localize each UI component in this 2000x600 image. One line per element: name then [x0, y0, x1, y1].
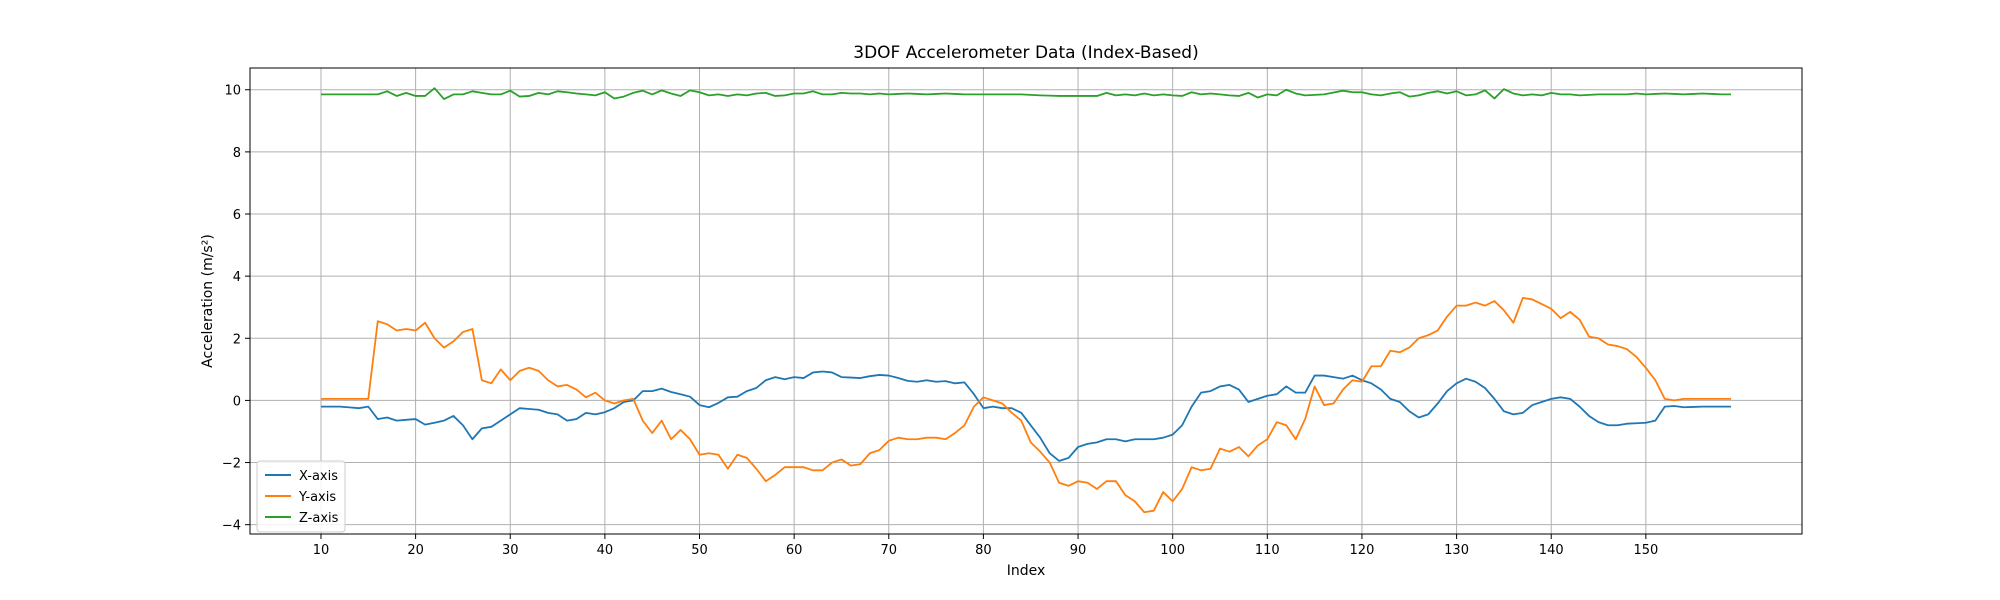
x-tick-label: 70	[881, 543, 898, 558]
x-tick-label: 140	[1539, 543, 1564, 558]
x-tick-label: 60	[786, 543, 803, 558]
series-line-z-axis	[320, 87, 1732, 100]
y-tick-label: 8	[233, 146, 241, 161]
x-tick-label: 30	[502, 543, 519, 558]
x-tick-label: 150	[1633, 543, 1658, 558]
x-tick-label: 100	[1160, 543, 1185, 558]
legend: X-axis Y-axis Z-axis	[256, 460, 346, 533]
y-tick-label: −2	[222, 457, 241, 472]
y-tick-label: 10	[224, 84, 241, 99]
x-tick-label: 120	[1350, 543, 1375, 558]
x-tick-label: 50	[691, 543, 708, 558]
series-lines	[320, 87, 1732, 514]
series-line-y-axis	[320, 296, 1732, 514]
x-tick-label: 10	[313, 543, 330, 558]
y-tick-label: 6	[233, 208, 241, 223]
x-tick-label: 110	[1255, 543, 1280, 558]
chart-title: 3DOF Accelerometer Data (Index-Based)	[853, 43, 1198, 63]
x-axis-title: Index	[1007, 563, 1046, 579]
legend-box	[256, 460, 346, 533]
plot-frame	[249, 67, 1803, 535]
x-tick-label: 130	[1444, 543, 1469, 558]
y-tick-label: 4	[233, 270, 241, 285]
legend-label: X-axis	[299, 469, 338, 484]
x-tick-label: 40	[597, 543, 614, 558]
y-tick-label: −4	[222, 519, 241, 534]
legend-label: Z-axis	[299, 511, 339, 526]
x-tick-label: 80	[975, 543, 992, 558]
y-tick-label: 2	[233, 332, 241, 347]
grid	[250, 68, 1802, 534]
series-line-x-axis	[320, 370, 1732, 462]
x-tick-label: 20	[407, 543, 424, 558]
legend-label: Y-axis	[298, 490, 336, 505]
y-tick-label: 0	[233, 394, 241, 409]
axis-ticks: 10 20 30 40 50 60 70 80 90 100 110 120 130 140 150−4−2…	[222, 84, 1658, 558]
x-tick-label: 90	[1070, 543, 1087, 558]
y-axis-title: Acceleration (m/s²)	[200, 234, 216, 368]
